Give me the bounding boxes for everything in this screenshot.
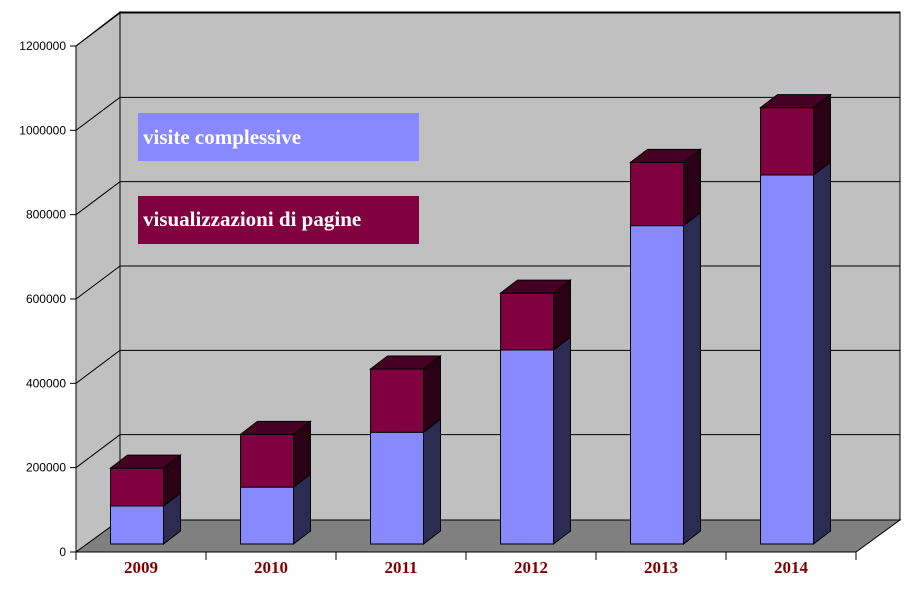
legend-label-visualizzazioni: visualizzazioni di pagine — [143, 207, 361, 231]
bar-segment-visualizzazioni-2013 — [630, 161, 684, 227]
x-tick-label: 2013 — [644, 558, 678, 577]
gridline-depth — [75, 181, 121, 216]
bar-side — [553, 336, 571, 546]
legend-label-visite: visite complessive — [143, 125, 301, 149]
gridline-depth — [75, 96, 121, 131]
bar-group-2009 — [109, 454, 182, 546]
bar-group-2010 — [239, 420, 312, 546]
bar-side — [423, 418, 441, 546]
bar-side — [683, 211, 701, 546]
bar-group-2013 — [629, 148, 702, 546]
bars — [109, 93, 832, 546]
bar-side — [813, 93, 831, 177]
axes: 0 200000 400000 600000 800000 1000000 1200000 2… — [19, 39, 857, 577]
y-tick-label: 0 — [59, 545, 66, 559]
y-tick-label: 400000 — [26, 376, 66, 390]
y-tick-label: 600000 — [26, 292, 66, 306]
bar-segment-visite-2009 — [110, 505, 164, 545]
gridline-depth — [75, 265, 121, 300]
gridline-depth — [75, 349, 121, 384]
x-tick-label: 2010 — [254, 558, 288, 577]
x-tick-label: 2011 — [384, 558, 417, 577]
bar-top — [239, 420, 312, 435]
bar-group-2012 — [499, 279, 572, 546]
bar-top — [109, 454, 182, 469]
bar-segment-visualizzazioni-2014 — [760, 107, 814, 176]
y-tick-label: 1200000 — [19, 39, 66, 53]
y-tick-label: 800000 — [26, 208, 66, 222]
bar-top — [499, 279, 572, 294]
bar-top — [629, 148, 702, 163]
bar-segment-visualizzazioni-2010 — [240, 433, 294, 488]
legend: visite complessive visualizzazioni di pa… — [138, 113, 419, 244]
bar-segment-visite-2012 — [500, 349, 554, 545]
bar-group-2014 — [759, 93, 832, 546]
x-tick-label: 2009 — [124, 558, 158, 577]
bar-segment-visite-2010 — [240, 486, 294, 545]
bar-top — [369, 355, 442, 370]
y-tick-label: 200000 — [26, 461, 66, 475]
x-tick-label: 2012 — [514, 558, 548, 577]
bar-side — [813, 161, 831, 546]
y-tick-label: 1000000 — [19, 123, 66, 137]
bar-top — [759, 94, 832, 109]
legend-swatch-visite — [138, 113, 419, 161]
bar-segment-visite-2011 — [370, 431, 424, 545]
gridline-depth — [75, 434, 121, 469]
x-tick-label: 2014 — [774, 558, 809, 577]
bar-segment-visite-2013 — [630, 225, 684, 545]
bar-segment-visualizzazioni-2011 — [370, 368, 424, 433]
bar-segment-visite-2014 — [760, 174, 814, 545]
bar-segment-visualizzazioni-2009 — [110, 467, 164, 507]
bar-segment-visualizzazioni-2012 — [500, 292, 554, 351]
legend-swatch-visualizzazioni — [138, 196, 419, 244]
bar-group-2011 — [369, 354, 442, 546]
gridline-depth — [75, 12, 121, 47]
